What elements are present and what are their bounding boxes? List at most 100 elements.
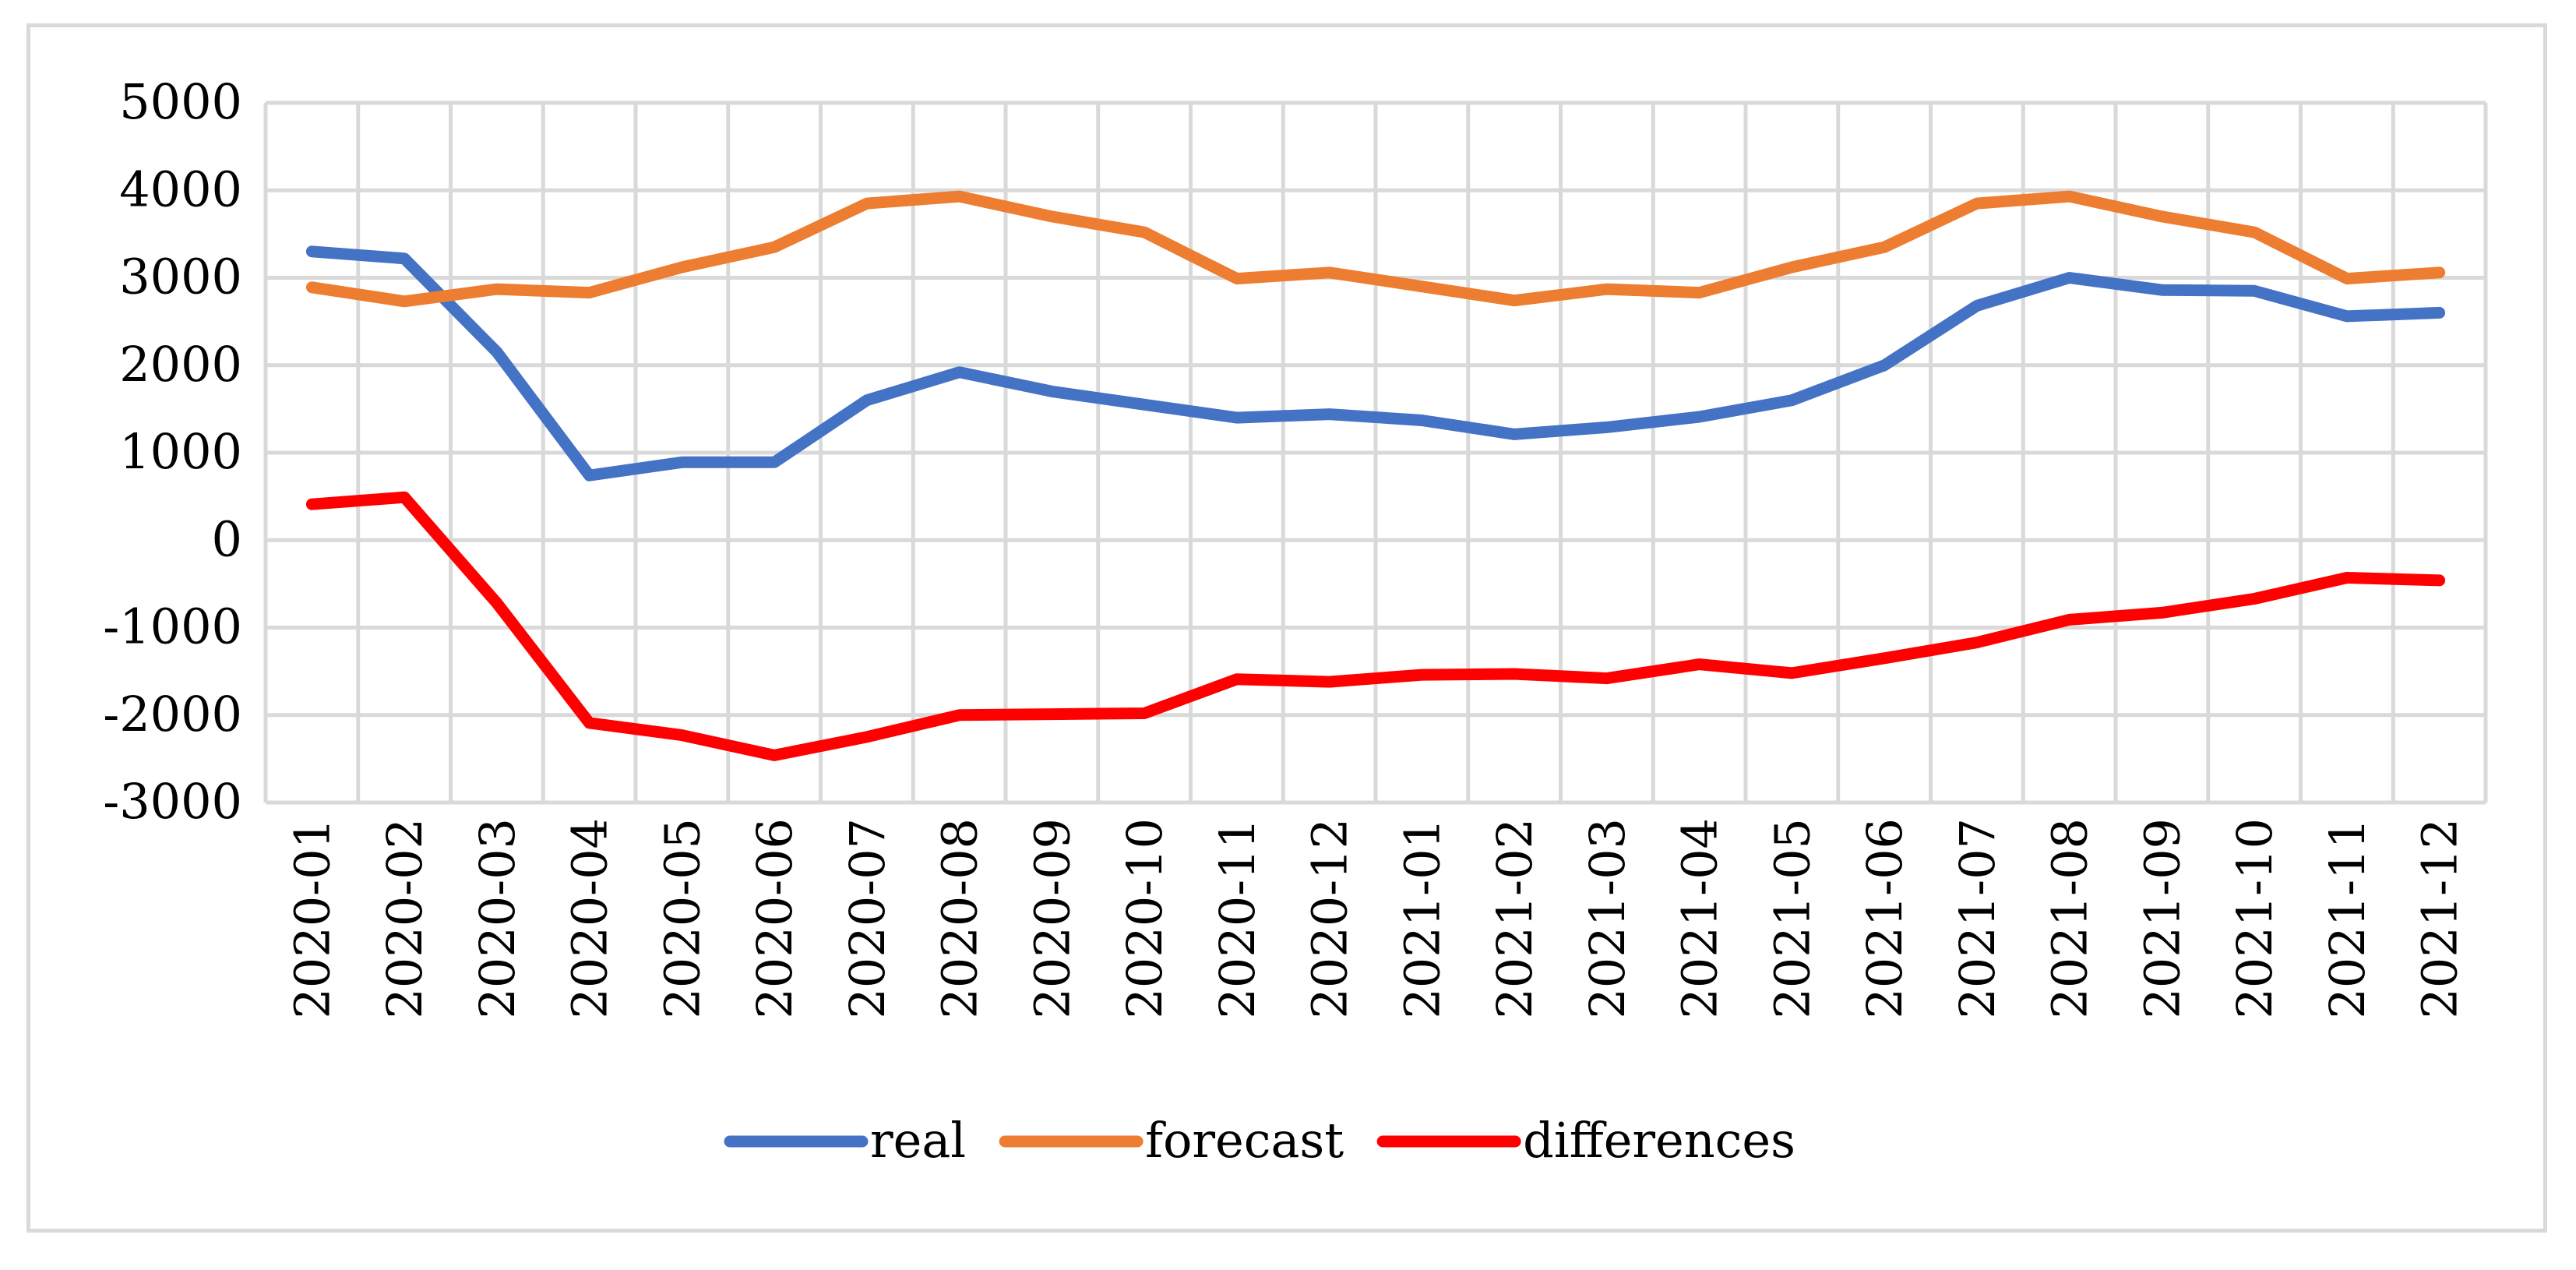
data-point-real xyxy=(772,460,777,465)
legend-item-forecast: forecast xyxy=(999,1112,1344,1169)
data-point-forecast xyxy=(957,194,962,199)
x-tick-label: 2021-10 xyxy=(2226,818,2283,1019)
y-tick-label: 4000 xyxy=(119,161,242,217)
data-point-differences xyxy=(2252,596,2257,601)
data-point-real xyxy=(1327,411,1332,417)
data-point-forecast xyxy=(1512,298,1517,303)
data-point-real xyxy=(1142,402,1147,407)
series-forecast xyxy=(305,190,2446,308)
data-point-differences xyxy=(2159,610,2165,616)
y-tick-label: 2000 xyxy=(119,336,242,393)
data-point-forecast xyxy=(1789,265,1795,270)
x-tick-label: 2020-05 xyxy=(654,818,710,1019)
data-point-forecast xyxy=(2159,213,2165,219)
data-point-forecast xyxy=(587,290,592,295)
data-point-forecast xyxy=(864,201,869,206)
data-point-forecast xyxy=(1697,290,1702,295)
data-point-real xyxy=(2159,288,2165,293)
data-point-forecast xyxy=(1882,245,1887,250)
data-point-real xyxy=(2437,310,2442,316)
data-point-real xyxy=(587,473,592,478)
x-tick-label: 2020-03 xyxy=(469,818,526,1019)
data-point-real xyxy=(2344,313,2349,319)
x-tick-label: 2020-04 xyxy=(562,818,618,1019)
data-point-real xyxy=(402,256,407,261)
legend: real forecast differences xyxy=(724,1112,1795,1169)
data-point-real xyxy=(2067,275,2072,280)
x-tick-label: 2021-04 xyxy=(1672,818,1728,1019)
data-point-differences xyxy=(1512,671,1517,676)
data-point-forecast xyxy=(1974,201,1979,206)
y-tick-label: 1000 xyxy=(119,423,242,480)
legend-label: real xyxy=(870,1112,966,1169)
data-point-forecast xyxy=(2437,270,2442,275)
data-point-differences xyxy=(2344,575,2349,580)
data-point-forecast xyxy=(1327,270,1332,275)
data-point-forecast xyxy=(2067,194,2072,199)
data-point-differences xyxy=(1604,676,1609,681)
legend-label: forecast xyxy=(1145,1112,1344,1169)
line-chart: 5000 4000 3000 2000 1000 0 -1000 -2000 -3000 202… xyxy=(103,73,2488,1169)
y-tick-label: 3000 xyxy=(119,249,242,305)
data-point-differences xyxy=(1234,676,1239,682)
data-point-differences xyxy=(679,732,685,738)
x-tick-label: 2020-01 xyxy=(284,818,340,1019)
data-point-differences xyxy=(494,601,499,606)
y-tick-label: -2000 xyxy=(103,686,242,743)
data-point-differences xyxy=(2067,617,2072,623)
data-point-real xyxy=(1697,414,1702,419)
data-point-differences xyxy=(864,734,869,739)
data-point-real xyxy=(957,369,962,375)
data-point-differences xyxy=(1419,672,1425,678)
y-tick-label: 5000 xyxy=(119,73,242,130)
x-tick-label: 2021-01 xyxy=(1394,818,1450,1019)
series-differences xyxy=(305,491,2446,761)
x-tick-label: 2021-03 xyxy=(1579,818,1636,1019)
x-tick-label: 2021-12 xyxy=(2412,818,2469,1019)
x-tick-label: 2021-02 xyxy=(1486,818,1543,1019)
data-point-differences xyxy=(1049,711,1055,717)
legend-item-real: real xyxy=(724,1112,966,1169)
data-point-differences xyxy=(1327,679,1332,685)
y-tick-label: -3000 xyxy=(103,773,242,830)
x-tick-label: 2020-10 xyxy=(1116,818,1173,1019)
series-real xyxy=(305,245,2446,482)
data-point-differences xyxy=(957,712,962,718)
y-axis-ticks: 5000 4000 3000 2000 1000 0 -1000 -2000 -3000 xyxy=(103,73,242,830)
data-point-differences xyxy=(1974,640,1979,645)
data-point-forecast xyxy=(1142,230,1147,235)
x-tick-label: 2020-07 xyxy=(839,818,896,1019)
x-tick-label: 2020-12 xyxy=(1302,818,1358,1019)
x-tick-label: 2020-02 xyxy=(376,818,433,1019)
chart-frame: 5000 4000 3000 2000 1000 0 -1000 -2000 -3000 202… xyxy=(26,23,2547,1233)
data-point-differences xyxy=(402,495,407,500)
data-point-forecast xyxy=(2344,276,2349,281)
y-tick-label: 0 xyxy=(212,510,242,567)
data-point-differences xyxy=(1697,661,1702,667)
data-point-differences xyxy=(772,753,777,758)
data-point-real xyxy=(1604,425,1609,430)
data-point-forecast xyxy=(1049,213,1055,219)
x-tick-label: 2021-08 xyxy=(2042,818,2099,1019)
data-point-differences xyxy=(1142,711,1147,716)
x-axis-ticks: 2020-01 2020-02 2020-03 2020-04 2020-05 2020-… xyxy=(284,818,2468,1019)
legend-item-differences: differences xyxy=(1376,1112,1795,1169)
data-point-real xyxy=(1049,389,1055,394)
data-point-forecast xyxy=(402,298,407,304)
data-point-real xyxy=(309,249,315,254)
data-point-differences xyxy=(1882,655,1887,661)
y-tick-label: -1000 xyxy=(103,598,242,655)
data-point-forecast xyxy=(2252,230,2257,235)
data-point-real xyxy=(1882,362,1887,368)
series-line-forecast xyxy=(305,190,2446,308)
legend-label: differences xyxy=(1523,1112,1795,1169)
data-point-real xyxy=(1789,397,1795,403)
data-point-differences xyxy=(1789,670,1795,676)
data-point-real xyxy=(494,349,499,355)
x-tick-label: 2020-08 xyxy=(932,818,988,1019)
data-point-real xyxy=(1234,415,1239,421)
series-line-real xyxy=(305,245,2446,482)
x-tick-label: 2021-09 xyxy=(2134,818,2190,1019)
x-tick-label: 2021-06 xyxy=(1856,818,1913,1019)
x-tick-label: 2021-05 xyxy=(1764,818,1820,1019)
